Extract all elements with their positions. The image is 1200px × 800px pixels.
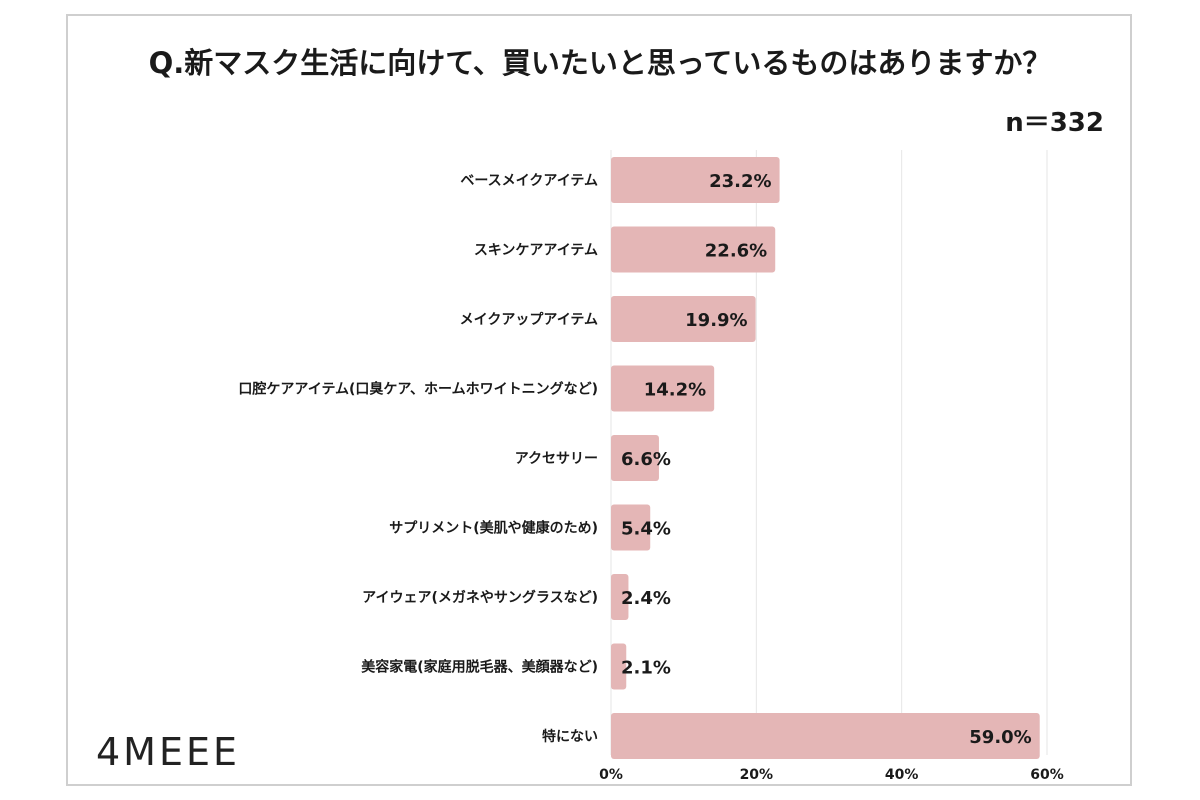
data-label: 14.2% — [644, 380, 706, 401]
x-tick-label: 60% — [1030, 767, 1064, 783]
bar — [611, 296, 756, 342]
bar — [611, 574, 629, 620]
data-label: 23.2% — [709, 171, 771, 192]
bar — [611, 157, 780, 203]
chart-frame — [66, 14, 1132, 786]
data-label: 22.6% — [705, 241, 767, 262]
sample-size-label: n＝332 — [1005, 108, 1104, 138]
category-label: サプリメント(美肌や健康のため) — [389, 520, 598, 537]
x-tick-label: 0% — [599, 767, 623, 783]
bar — [611, 435, 659, 481]
bar — [611, 226, 776, 273]
bar — [611, 713, 1040, 759]
x-tick-label: 40% — [885, 767, 919, 783]
chart-title: Q.新マスク生活に向けて、買いたいと思っているものはありますか？ — [148, 46, 1052, 80]
data-label: 2.1% — [621, 658, 671, 679]
category-label: アイウェア(メガネやサングラスなど) — [362, 589, 598, 606]
brand-logo: 4MEEE — [96, 730, 240, 774]
x-tick-label: 20% — [740, 767, 774, 783]
bar — [611, 504, 651, 551]
data-label: 6.6% — [621, 449, 671, 470]
category-label: 口腔ケアアイテム(口臭ケア、ホームホワイトニングなど) — [238, 381, 598, 398]
data-label: 2.4% — [621, 588, 671, 609]
category-label: ベースメイクアイテム — [460, 173, 598, 189]
data-label: 59.0% — [969, 727, 1031, 748]
data-label: 5.4% — [621, 519, 671, 540]
bar — [611, 365, 715, 412]
category-label: 美容家電(家庭用脱毛器、美顔器など) — [361, 659, 598, 676]
category-label: スキンケアアイテム — [474, 243, 598, 259]
category-label: アクセサリー — [515, 451, 598, 467]
category-label: メイクアップアイテム — [460, 312, 598, 328]
bar — [611, 643, 627, 690]
data-label: 19.9% — [685, 310, 747, 331]
category-label: 特にない — [542, 728, 598, 745]
